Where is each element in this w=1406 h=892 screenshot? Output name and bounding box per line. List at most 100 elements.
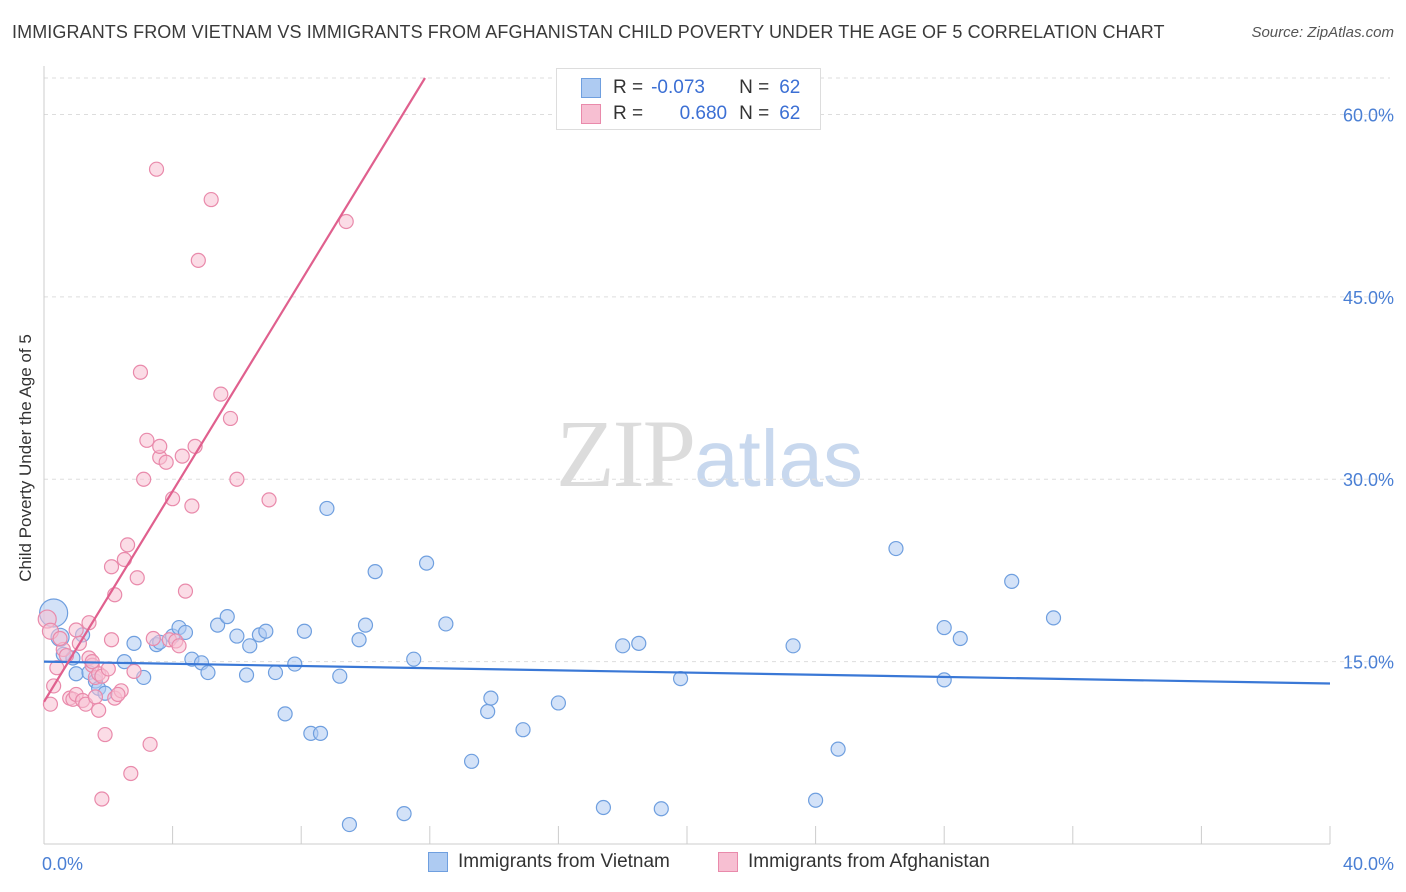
y-tick-label: 15.0%: [1343, 653, 1394, 673]
afghanistan-point: [94, 791, 110, 807]
vietnam-point: [631, 635, 647, 651]
y-tick-label: 45.0%: [1343, 288, 1394, 308]
vietnam-point: [483, 690, 499, 706]
legend-label-afghanistan: Immigrants from Afghanistan: [748, 851, 990, 872]
afghanistan-point: [190, 252, 206, 268]
legend-item-afghanistan[interactable]: Immigrants from Afghanistan: [718, 851, 990, 873]
vietnam-point: [480, 703, 496, 720]
afghanistan-legend-swatch: [718, 852, 738, 872]
y-axis-label: Child Poverty Under the Age of 5: [16, 334, 35, 582]
afghanistan-point: [213, 386, 229, 402]
legend-row-afghanistan: R = 0.680 N = 62: [581, 103, 800, 125]
vietnam-point: [515, 722, 531, 738]
afghanistan-point: [97, 726, 113, 743]
legend-row-vietnam: R = -0.073 N = 62: [581, 77, 800, 99]
legend-label-vietnam: Immigrants from Vietnam: [458, 851, 670, 872]
n-value: 62: [779, 103, 801, 124]
r-label: R =: [613, 103, 644, 124]
source-label: Source: ZipAtlas.com: [1251, 24, 1394, 41]
afghanistan-point: [126, 663, 142, 679]
vietnam-point: [277, 706, 293, 722]
chart-title: IMMIGRANTS FROM VIETNAM VS IMMIGRANTS FR…: [12, 22, 1165, 42]
vietnam-point: [287, 656, 303, 672]
vietnam-point: [396, 806, 412, 822]
afghanistan-point: [68, 622, 84, 638]
afghanistan-trend-line: [43, 77, 426, 703]
vietnam-point: [785, 638, 801, 654]
y-tick-label: 30.0%: [1343, 470, 1394, 490]
afghanistan-point: [338, 213, 354, 230]
afghanistan-point: [177, 583, 194, 599]
vietnam-point: [418, 555, 435, 571]
vietnam-point: [830, 741, 846, 757]
r-value: 0.680: [679, 103, 728, 124]
afghanistan-point: [129, 570, 145, 586]
afghanistan-point: [91, 702, 107, 718]
n-label: N =: [739, 77, 770, 98]
afghanistan-point: [203, 191, 219, 208]
vietnam-point: [1045, 610, 1062, 626]
vietnam-point: [312, 725, 329, 741]
vietnam-point: [68, 666, 84, 682]
afghanistan-point: [139, 432, 155, 448]
afghanistan-point: [184, 498, 200, 514]
vietnam-point: [319, 500, 335, 517]
afghanistan-point: [52, 630, 68, 647]
vietnam-point: [952, 630, 968, 647]
vietnam-point: [406, 651, 422, 667]
vietnam-point: [351, 632, 367, 648]
afghanistan-point: [136, 471, 152, 487]
vietnam-point: [653, 801, 669, 817]
watermark-zip: ZIP: [556, 400, 696, 507]
vietnam-point: [200, 664, 216, 681]
vietnam-point: [267, 664, 284, 681]
vietnam-point: [888, 540, 904, 557]
vietnam-point: [438, 616, 454, 632]
afghanistan-point: [142, 736, 158, 752]
correlation-legend: R = -0.073 N = 62 R = 0.680 N = 62: [556, 68, 821, 130]
afghanistan-point: [103, 632, 120, 648]
vietnam-trend-line: [43, 660, 1331, 685]
y-tick-label: 60.0%: [1343, 105, 1394, 125]
vietnam-point: [177, 624, 194, 641]
n-label: N =: [739, 103, 770, 124]
vietnam-point: [615, 638, 631, 654]
vietnam-point: [672, 671, 689, 687]
afghanistan-point: [100, 661, 116, 677]
afghanistan-point: [222, 410, 239, 427]
vietnam-point: [1004, 573, 1020, 589]
afghanistan-swatch: [581, 104, 601, 124]
zipatlas-watermark: ZIPatlas: [556, 398, 863, 509]
vietnam-swatch: [581, 78, 601, 98]
vietnam-point: [595, 799, 612, 816]
x-tick-label: 0.0%: [42, 854, 83, 874]
vietnam-point: [238, 667, 255, 683]
afghanistan-point: [132, 364, 149, 380]
vietnam-point: [807, 792, 824, 808]
afghanistan-point: [261, 492, 277, 508]
vietnam-point: [936, 672, 952, 688]
afghanistan-point: [174, 448, 190, 464]
afghanistan-point: [119, 537, 136, 553]
r-value: -0.073: [651, 77, 705, 98]
vietnam-point: [126, 635, 142, 651]
vietnam-point: [341, 816, 358, 833]
afghanistan-point: [158, 454, 174, 470]
afghanistan-point: [42, 696, 59, 712]
vietnam-point: [258, 623, 274, 639]
afghanistan-point: [110, 686, 126, 703]
afghanistan-point: [103, 559, 120, 575]
afghanistan-point: [152, 438, 168, 455]
vietnam-point: [229, 628, 245, 644]
vietnam-point: [219, 609, 235, 625]
afghanistan-point: [171, 638, 187, 654]
watermark-atlas: atlas: [694, 414, 863, 503]
vietnam-point: [116, 654, 132, 670]
legend-item-vietnam[interactable]: Immigrants from Vietnam: [428, 851, 670, 873]
afghanistan-point: [87, 689, 104, 705]
afghanistan-point: [145, 630, 161, 647]
vietnam-point: [210, 617, 226, 633]
n-value: 62: [779, 77, 801, 98]
afghanistan-point: [116, 551, 132, 568]
